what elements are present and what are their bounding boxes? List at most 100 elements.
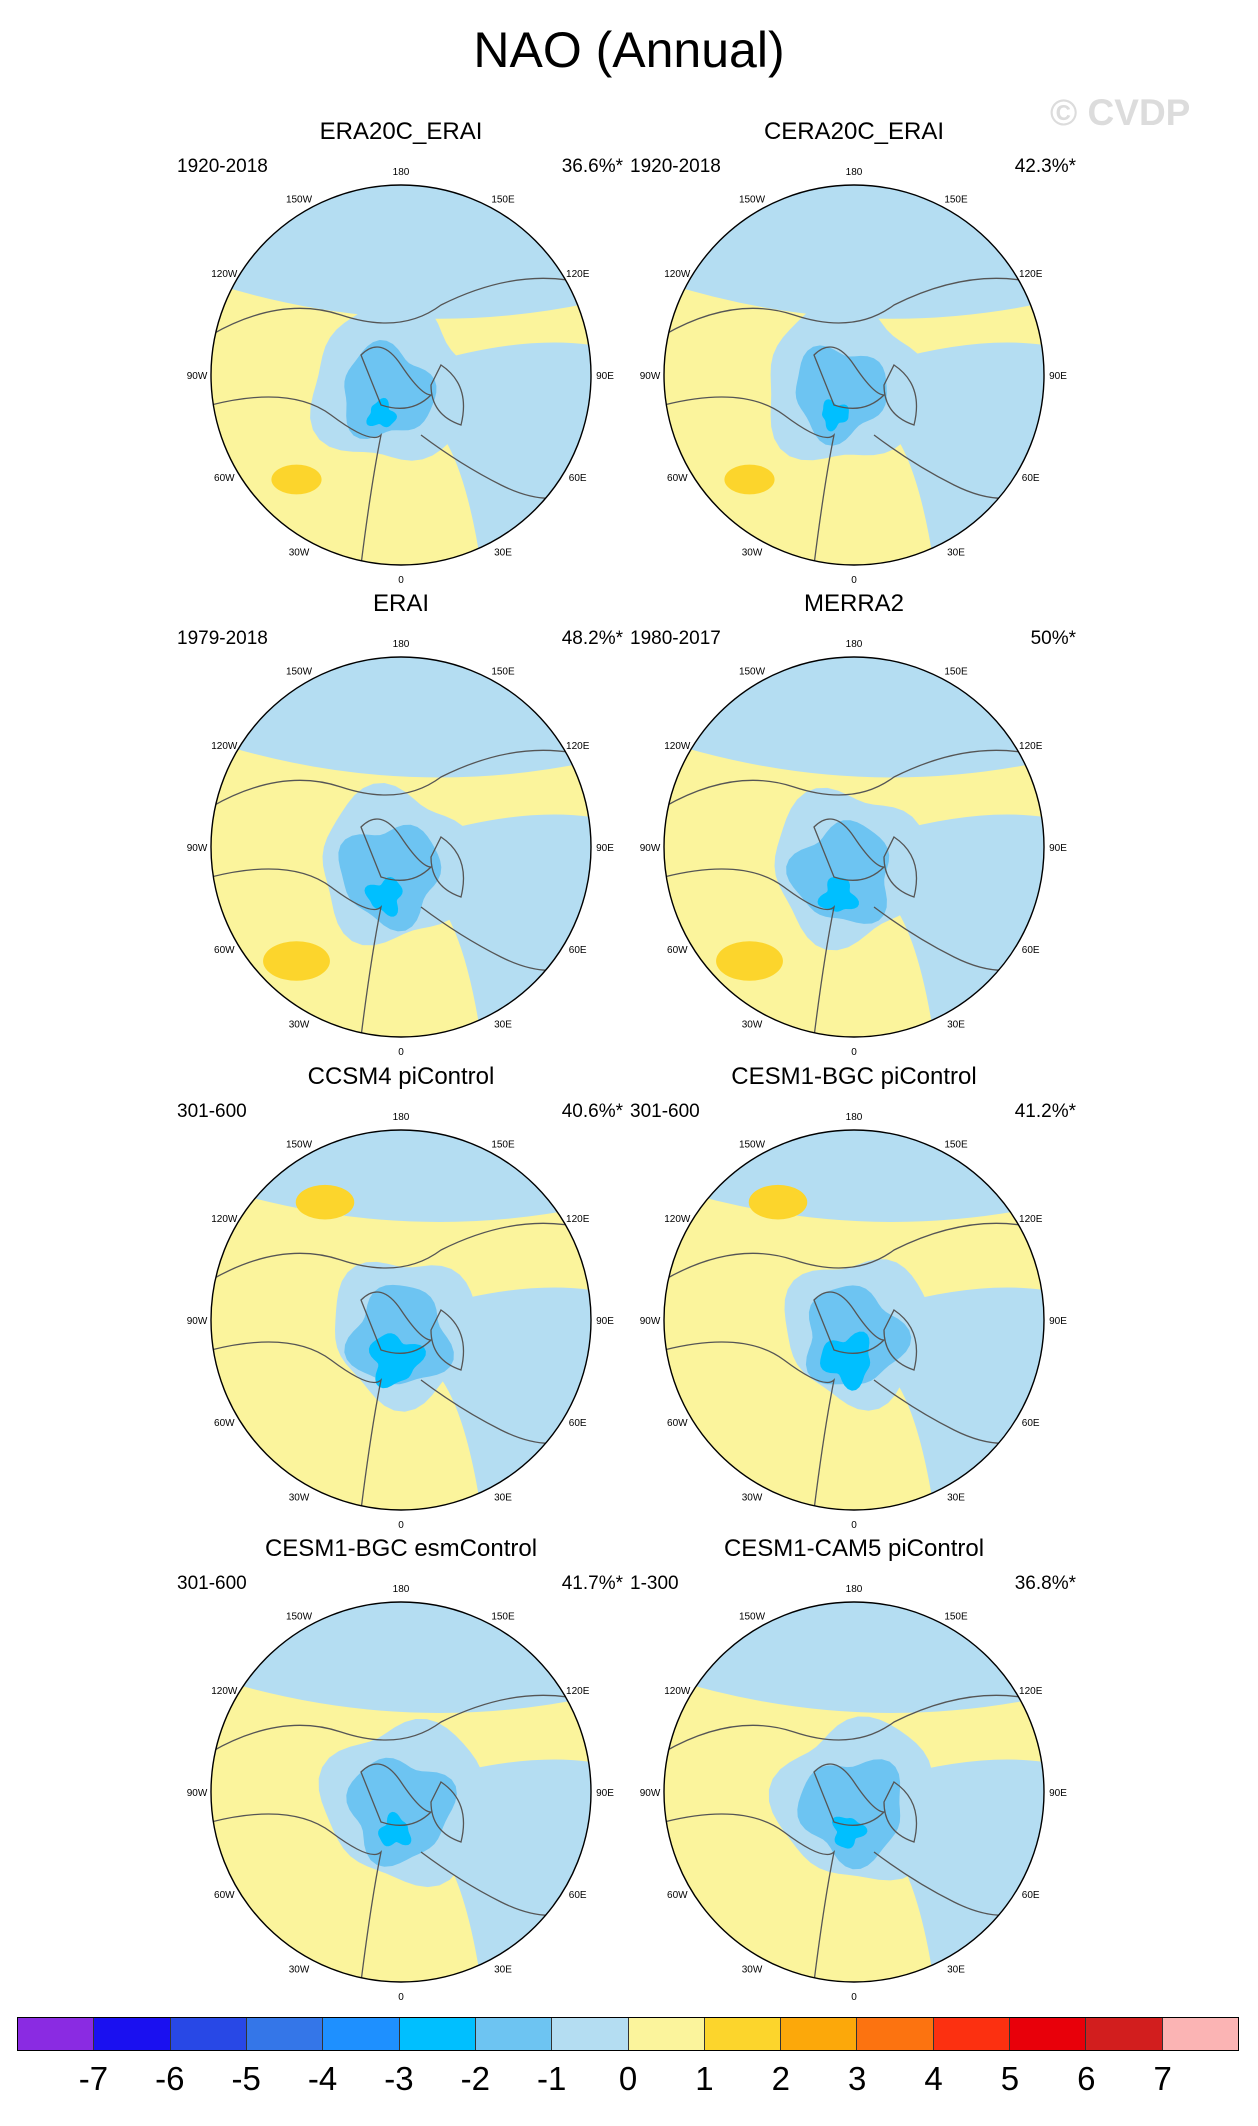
polar-map: 180 150E 120E 90E 60E 30E 0 30W 60W 90W 120W 150W: [640, 1584, 1068, 2000]
longitude-label: 180: [393, 1112, 410, 1123]
coastline: [430, 1309, 465, 1371]
coastline: [883, 1781, 918, 1843]
panel-period: 1980-2017: [630, 628, 721, 649]
colorbar-label: 6: [1077, 2060, 1096, 2097]
longitude-label: 60W: [214, 945, 235, 956]
polar-map: 180 150E 120E 90E 60E 30E 0 30W 60W 90W 120W 150W: [187, 1584, 615, 2000]
coastline: [430, 1781, 465, 1843]
map-border: [663, 1129, 1045, 1511]
longitude-label: 90E: [1049, 1788, 1067, 1799]
longitude-label: 90W: [640, 1316, 661, 1327]
longitude-label: 120E: [1019, 269, 1043, 280]
negative-region: [795, 345, 887, 446]
coastline: [430, 364, 465, 426]
colorbar-label: -4: [307, 2060, 338, 2097]
longitude-label: 30W: [742, 1965, 763, 1976]
longitude-label: 90E: [596, 371, 614, 382]
longitude-label: 120E: [566, 1686, 590, 1697]
coastline: [360, 818, 433, 881]
longitude-label: 150E: [491, 194, 515, 205]
coastline: [664, 1222, 1044, 1281]
longitude-label: 30E: [494, 1493, 512, 1504]
map-panel: ERAI 1979-2018 48.2%* 180 150E 120E 90E 60E 3…: [175, 590, 627, 1055]
longitude-label: 0: [398, 1992, 404, 2000]
map-field: [211, 1130, 591, 1510]
panel-period: 301-600: [177, 1573, 247, 1594]
longitude-label: 30E: [947, 1020, 965, 1031]
longitude-label: 30W: [742, 1020, 763, 1031]
longitude-label: 60W: [214, 1418, 235, 1429]
longitude-label: 60E: [569, 473, 587, 484]
colorbar-segment: [94, 2018, 171, 2050]
longitude-label: 150W: [286, 666, 313, 677]
negative-region: [211, 657, 591, 778]
longitude-label: 60W: [667, 945, 688, 956]
coastline: [430, 836, 465, 898]
longitude-label: 90W: [187, 371, 208, 382]
longitude-label: 180: [846, 1584, 863, 1595]
colorbar-segment: [246, 2018, 324, 2050]
longitude-label: 60E: [569, 1890, 587, 1901]
coastline: [813, 346, 886, 409]
positive-region: [748, 1184, 808, 1220]
colorbar-segment: [781, 2018, 858, 2050]
map-border: [663, 656, 1045, 1038]
coastline: [360, 346, 433, 409]
colorbar-segment: [1162, 2018, 1238, 2050]
longitude-label: 180: [846, 167, 863, 178]
longitude-label: 120W: [664, 1686, 691, 1697]
negative-region: [786, 820, 890, 924]
longitude-label: 120E: [566, 269, 590, 280]
longitude-label: 90E: [1049, 371, 1067, 382]
colorbar-label: 0: [618, 2060, 638, 2097]
colorbar-label: -7: [78, 2060, 109, 2097]
colorbar-label: 5: [1000, 2060, 1020, 2097]
longitude-label: 90W: [640, 371, 661, 382]
colorbar-segment: [857, 2018, 934, 2050]
longitude-label: 60E: [569, 1418, 587, 1429]
map-field: [664, 185, 1044, 565]
coastline: [883, 364, 918, 426]
colorbar-label: -2: [460, 2060, 490, 2097]
map-field: [211, 657, 591, 1037]
panel-variance: 50%*: [1030, 628, 1076, 649]
polar-map: 180 150E 120E 90E 60E 30E 0 30W 60W 90W 120W 150W: [640, 639, 1068, 1055]
longitude-label: 30W: [742, 548, 763, 559]
coastline: [360, 1763, 433, 1826]
coastline: [211, 1222, 591, 1281]
coastline: [211, 396, 383, 565]
map-panel: CERA20C_ERAI 1920-2018 42.3%* 180 150E 120…: [628, 118, 1080, 583]
coastline: [664, 277, 1044, 336]
colorbar-label: -5: [231, 2060, 261, 2097]
panel-title: ERA20C_ERAI: [319, 118, 483, 145]
longitude-label: 90E: [1049, 843, 1067, 854]
longitude-label: 120E: [1019, 1214, 1043, 1225]
coastline: [211, 749, 591, 808]
longitude-label: 30W: [289, 1965, 310, 1976]
map-field: [664, 1130, 1044, 1510]
longitude-label: 30W: [289, 1020, 310, 1031]
panel-title: CCSM4 piControl: [307, 1063, 495, 1090]
panel-variance: 36.8%*: [1014, 1573, 1076, 1594]
longitude-label: 150W: [739, 194, 766, 205]
longitude-label: 180: [846, 639, 863, 650]
longitude-label: 180: [393, 639, 410, 650]
colorbar-label: 3: [847, 2060, 867, 2097]
longitude-label: 0: [851, 1047, 857, 1055]
colorbar-segment: [552, 2018, 629, 2050]
longitude-label: 0: [398, 1047, 404, 1055]
longitude-label: 150E: [944, 1139, 968, 1150]
figure-title: NAO (Annual): [473, 22, 785, 78]
colorbar-segment: [323, 2018, 400, 2050]
panel-variance: 42.3%*: [1014, 156, 1076, 177]
colorbar-label: 7: [1153, 2060, 1172, 2097]
longitude-label: 150W: [286, 194, 313, 205]
coastline: [664, 749, 1044, 808]
longitude-label: 30W: [742, 1493, 763, 1504]
map-panel: CESM1-BGC esmControl 301-600 41.7%* 180 1…: [175, 1535, 627, 2000]
coastline: [211, 1813, 383, 1982]
longitude-label: 30E: [947, 1965, 965, 1976]
positive-region: [263, 941, 330, 981]
coastline: [360, 1291, 433, 1354]
longitude-label: 120W: [664, 741, 691, 752]
